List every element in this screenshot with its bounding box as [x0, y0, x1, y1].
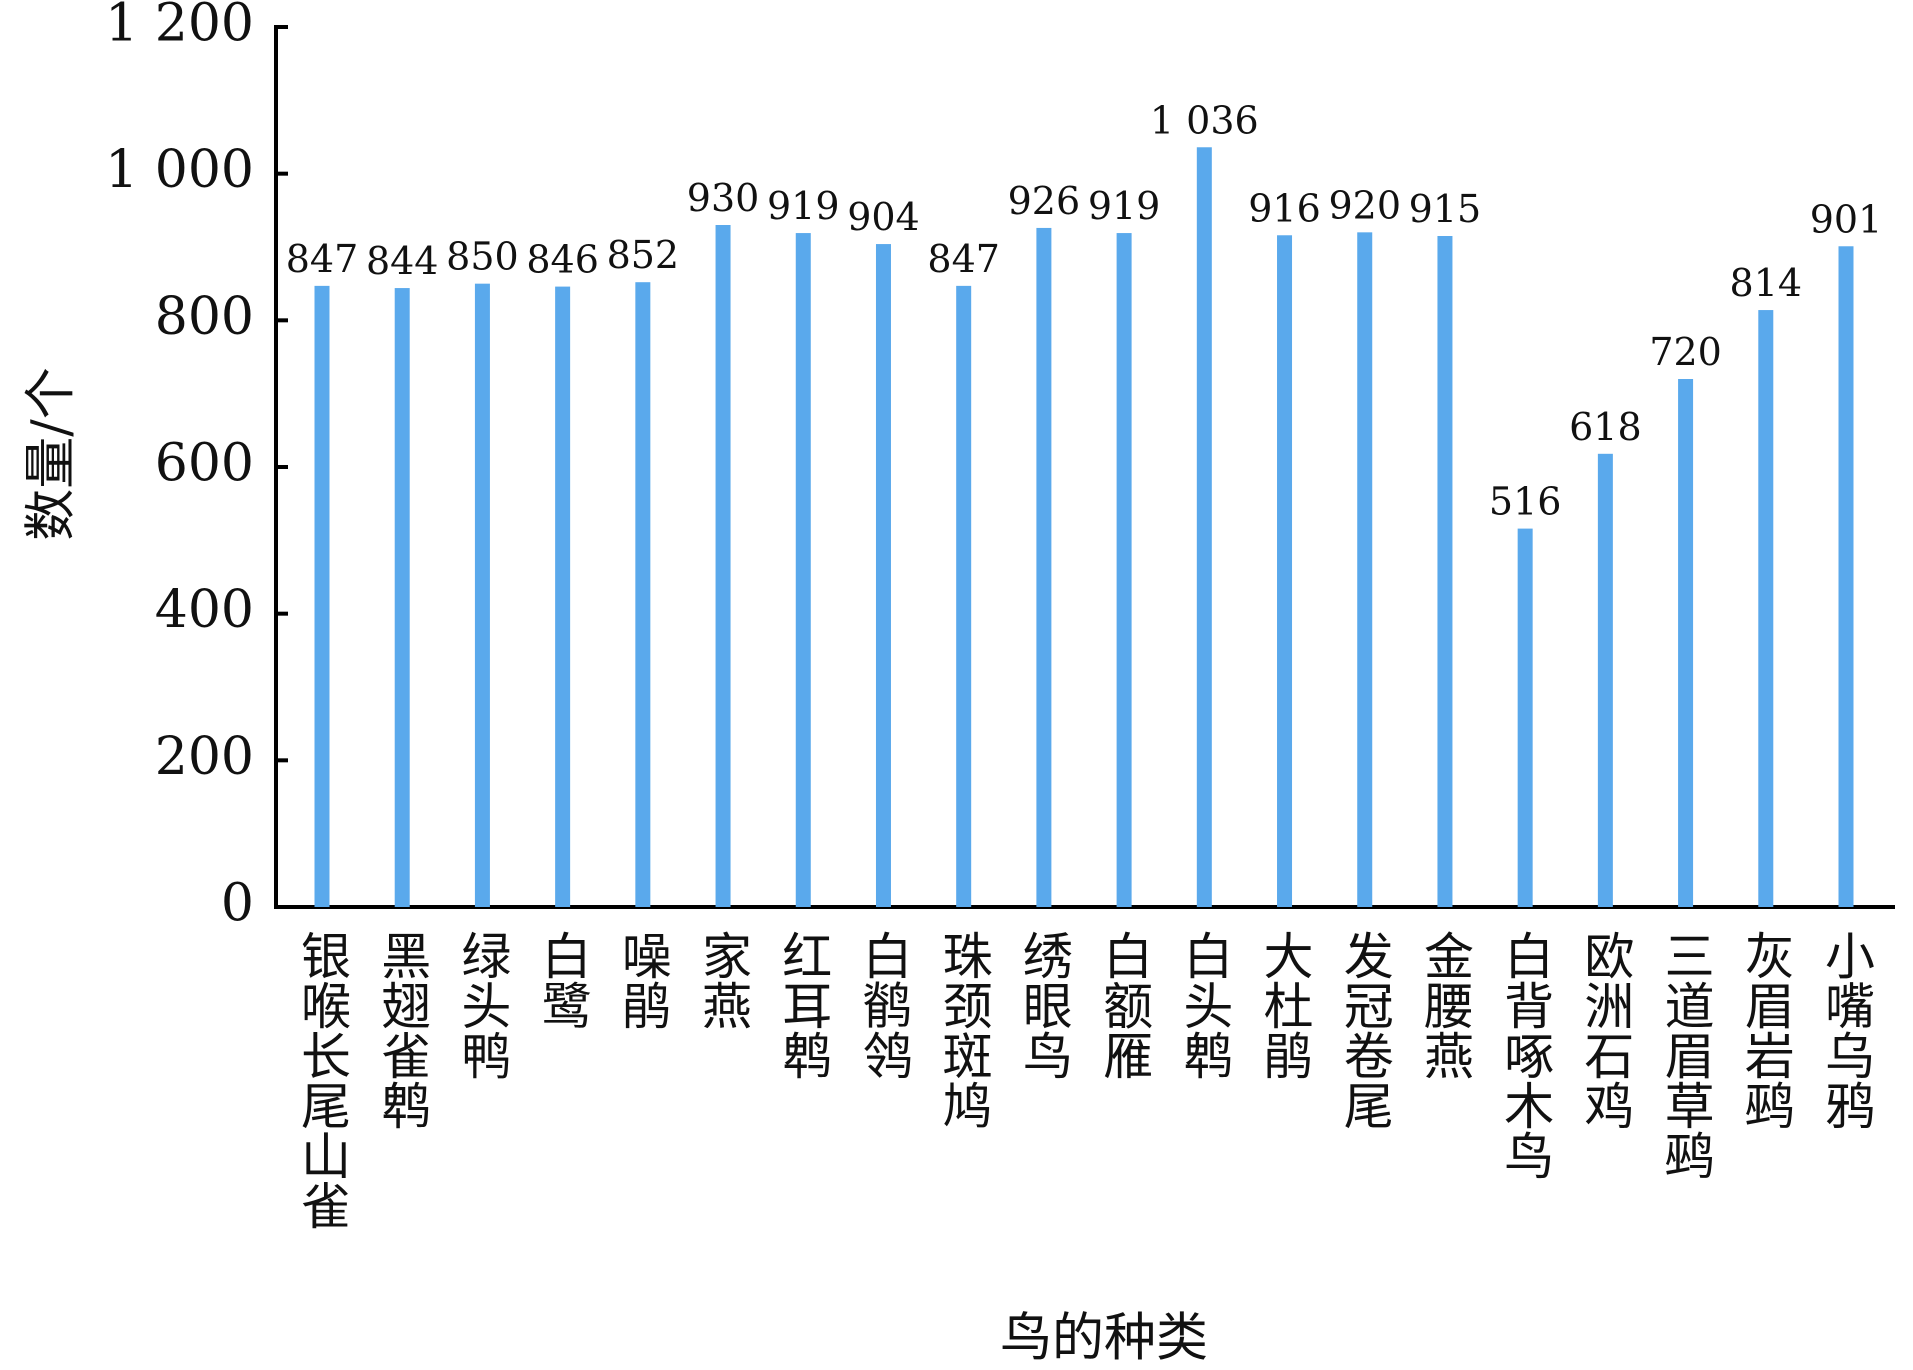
x-tick-label: 噪鹃: [614, 930, 672, 1030]
value-label: 847: [927, 237, 1000, 281]
x-tick-label: 金腰燕: [1416, 930, 1474, 1080]
x-tick-label: 白鹡鸰: [854, 930, 912, 1080]
y-tick-label: 400: [155, 580, 254, 640]
bar: [314, 285, 330, 907]
x-tick-label: 红耳鹎: [774, 930, 832, 1080]
bar: [1838, 246, 1854, 907]
value-label: 852: [607, 233, 680, 277]
x-tick-label: 白背啄木鸟: [1496, 930, 1554, 1180]
x-tick-label: 白头鹎: [1175, 930, 1233, 1080]
bar: [715, 225, 731, 907]
value-label: 926: [1008, 179, 1081, 223]
y-tick-label: 200: [155, 727, 254, 787]
bar: [1597, 453, 1613, 907]
bar: [394, 288, 410, 908]
x-tick-label: 绿头鸭: [453, 930, 511, 1080]
y-tick-label: 0: [221, 874, 254, 934]
value-label: 720: [1649, 330, 1722, 374]
value-label: 916: [1248, 186, 1321, 230]
bar: [1437, 236, 1453, 907]
x-axis-title: 鸟的种类: [1000, 1309, 1208, 1369]
value-label: 516: [1489, 480, 1562, 524]
value-label: 846: [526, 238, 599, 282]
bar: [1277, 235, 1293, 907]
bar: [1678, 379, 1694, 907]
value-label: 901: [1810, 197, 1883, 241]
bar: [795, 233, 811, 908]
y-tick-label: 1 000: [105, 140, 254, 200]
value-label: 844: [366, 239, 439, 283]
value-label: 1 036: [1150, 98, 1259, 142]
x-tick-label: 黑翅雀鹎: [373, 930, 431, 1130]
x-tick-label: 三道眉草鹀: [1657, 930, 1715, 1180]
x-tick-label: 银喉长尾山雀: [293, 930, 351, 1230]
bar: [555, 286, 571, 908]
bar: [1196, 147, 1212, 907]
x-tick-label: 大杜鹃: [1256, 930, 1314, 1080]
bar: [875, 244, 891, 908]
value-label: 814: [1730, 261, 1803, 305]
value-label: 915: [1409, 187, 1482, 231]
x-tick-label: 白鹭: [534, 930, 592, 1030]
bar: [1517, 528, 1533, 907]
value-label: 930: [687, 176, 760, 220]
x-tick-label: 灰眉岩鹀: [1737, 930, 1795, 1130]
bar: [1116, 233, 1132, 908]
value-label: 919: [767, 184, 840, 228]
value-label: 904: [847, 195, 920, 239]
x-tick-label: 绣眼鸟: [1015, 930, 1073, 1080]
x-tick-label: 发冠卷尾: [1336, 930, 1394, 1130]
value-label: 920: [1328, 183, 1401, 227]
x-tick-label: 家燕: [694, 930, 752, 1030]
bar: [1758, 310, 1774, 908]
y-axis-title: 数量/个: [22, 367, 82, 541]
x-tick-label: 珠颈斑鸠: [935, 930, 993, 1130]
bar: [1036, 227, 1052, 907]
value-label: 850: [446, 235, 519, 279]
value-label: 618: [1569, 405, 1642, 449]
y-tick-label: 600: [155, 434, 254, 494]
y-tick-label: 1 200: [105, 0, 254, 54]
bar: [635, 282, 651, 907]
x-tick-label: 小嘴乌鸦: [1817, 930, 1875, 1130]
y-tick-label: 800: [155, 287, 254, 347]
value-label: 919: [1088, 184, 1161, 228]
bar: [1357, 232, 1373, 908]
x-tick-label: 白额雁: [1095, 930, 1153, 1080]
value-label: 847: [286, 237, 359, 281]
x-tick-label: 欧洲石鸡: [1576, 930, 1634, 1130]
bar: [474, 283, 490, 908]
bar: [956, 285, 972, 907]
